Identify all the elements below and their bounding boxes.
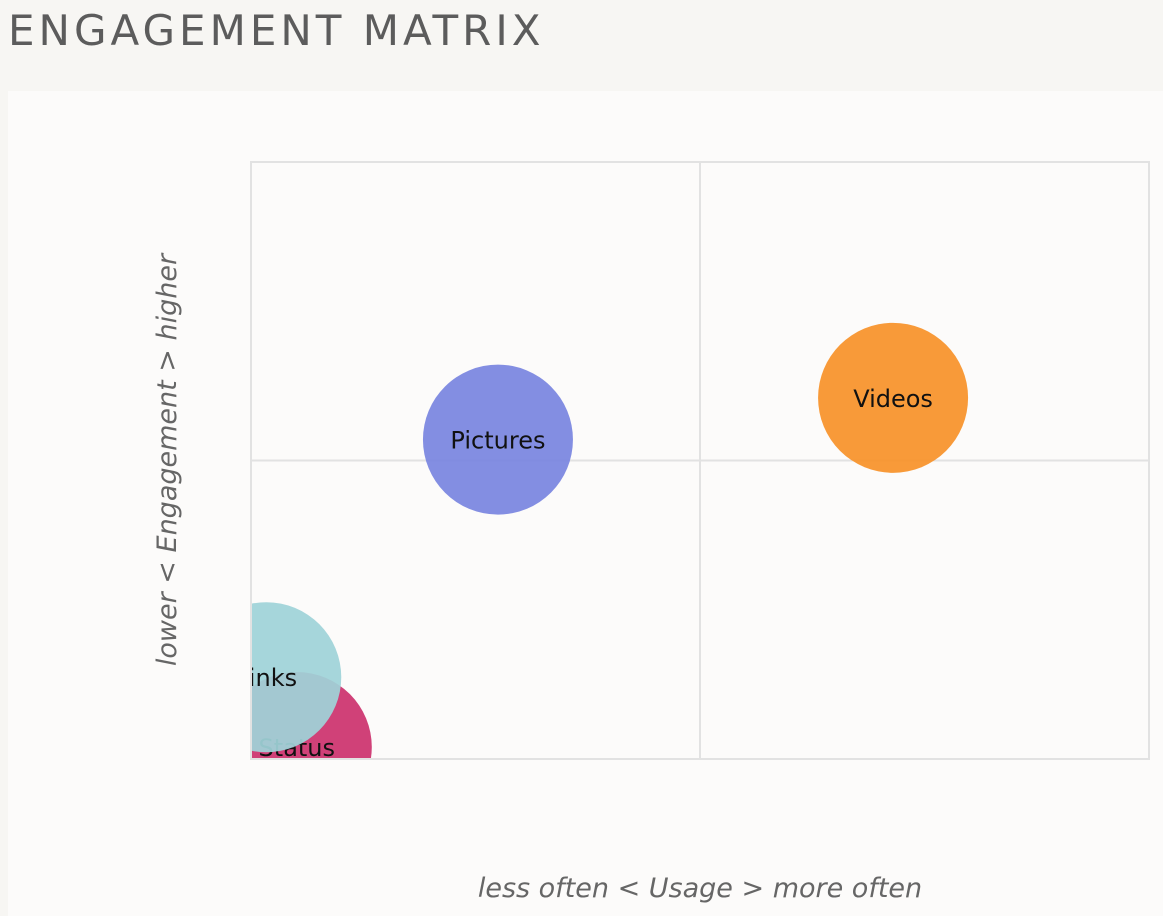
bubble-circle-pictures[interactable] bbox=[422, 364, 573, 515]
chart-panel: Status Links Pictures Videos less often < U… bbox=[8, 91, 1163, 916]
bubble-pictures[interactable]: Pictures bbox=[422, 364, 573, 515]
bubble-links[interactable]: Links bbox=[191, 602, 342, 753]
y-axis-label: lower < Engagement > higher bbox=[152, 252, 183, 666]
page-title: ENGAGEMENT MATRIX bbox=[8, 6, 545, 55]
x-axis-label: less often < Usage > more often bbox=[478, 873, 922, 904]
bubble-circle-videos[interactable] bbox=[818, 322, 969, 473]
bubble-circle-links[interactable] bbox=[191, 602, 342, 753]
bubble-label-pictures: Pictures bbox=[450, 427, 545, 455]
plot-frame bbox=[250, 161, 1150, 760]
bubble-videos[interactable]: Videos bbox=[818, 322, 969, 473]
bubble-label-videos: Videos bbox=[853, 385, 933, 413]
bubble-label-links: Links bbox=[235, 664, 297, 692]
grid bbox=[251, 162, 1149, 759]
title-bar: ENGAGEMENT MATRIX bbox=[0, 0, 1163, 90]
